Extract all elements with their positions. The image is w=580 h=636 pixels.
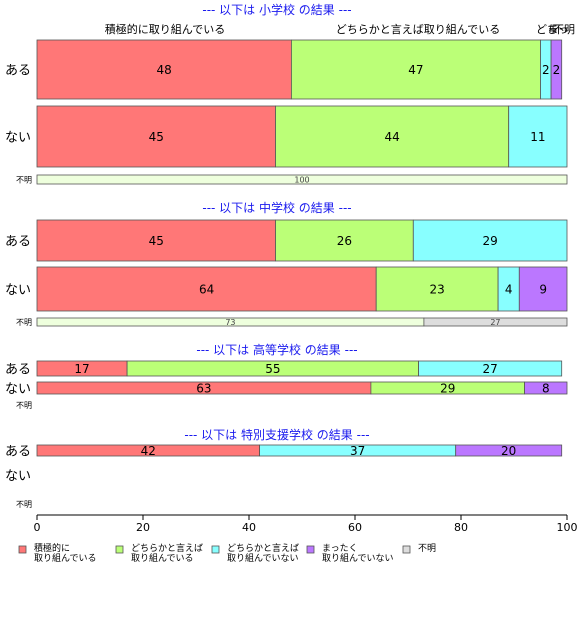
row-label: ある: [5, 235, 31, 250]
row-label: 不明: [16, 176, 32, 185]
row-label: 不明: [16, 318, 32, 327]
data-label: 44: [384, 130, 399, 144]
bar-segment: [518, 266, 568, 312]
data-label: 45: [149, 234, 164, 248]
data-label: 55: [265, 362, 280, 376]
data-label: 64: [199, 283, 214, 297]
legend-label: 取り組んでいる: [34, 552, 97, 564]
row-label: ある: [5, 445, 31, 460]
legend-swatch: [115, 545, 124, 554]
data-label: 2: [542, 63, 550, 77]
x-tick-label: 20: [136, 521, 150, 534]
legend-swatch: [211, 545, 220, 554]
legend-label: どちらかと言えば: [227, 542, 299, 554]
bar-segment: [36, 105, 276, 168]
row-label: ない: [5, 283, 31, 298]
data-label: 9: [539, 283, 547, 297]
data-label: 45: [149, 130, 164, 144]
x-tick-label: 80: [454, 521, 468, 534]
legend-swatch: [402, 545, 411, 554]
header-label-3: まっ: [547, 23, 569, 36]
data-label: 29: [440, 382, 455, 396]
data-label: 29: [483, 234, 498, 248]
data-label: 63: [196, 382, 211, 396]
bar-segment: [418, 360, 563, 377]
x-tick-label: 40: [242, 521, 256, 534]
data-label: 8: [542, 382, 550, 396]
bar-segment: [423, 317, 568, 327]
bar-segment: [275, 105, 510, 168]
bar-segment: [508, 105, 568, 168]
header-label-1: どちらかと言えば取り組んでいる: [336, 23, 500, 36]
header-label-0: 積極的に取り組んでいる: [105, 22, 225, 36]
x-tick-label: 100: [557, 521, 578, 534]
legend-swatch: [18, 545, 27, 554]
data-label: 37: [350, 444, 365, 458]
data-label: 23: [430, 283, 445, 297]
data-label: 47: [408, 63, 423, 77]
row-label: ある: [5, 363, 31, 378]
row-label: ある: [5, 64, 31, 79]
data-label: 27: [490, 318, 500, 327]
bar-segment: [550, 39, 563, 100]
data-label: 42: [141, 444, 156, 458]
legend-label: まったく: [322, 543, 358, 554]
header-label-2: どち: [536, 23, 558, 36]
header-label-4: 不明: [553, 23, 575, 36]
legend-label: 取り組んでいない: [227, 552, 299, 564]
bar-segment: [412, 219, 568, 262]
legend-label: 取り組んでいない: [322, 552, 394, 564]
data-label: 26: [337, 234, 352, 248]
data-label: 48: [157, 63, 172, 77]
legend-label: 取り組んでいる: [131, 552, 194, 564]
legend-label: 積極的に: [34, 542, 70, 554]
row-label: ない: [5, 469, 31, 484]
legend-label: どちらかと言えば: [131, 542, 203, 554]
bar-segment: [455, 444, 563, 457]
legend-label: 不明: [418, 543, 436, 554]
data-label: 73: [225, 318, 235, 327]
bar-segment: [36, 174, 568, 185]
data-label: 4: [505, 283, 513, 297]
section-title: --- 以下は 特別支援学校 の結果 ---: [184, 427, 369, 442]
data-label: 27: [483, 362, 498, 376]
bar-segment: [36, 266, 377, 312]
x-tick-label: 0: [34, 521, 41, 534]
data-label: 2: [553, 63, 561, 77]
row-label: ない: [5, 382, 31, 397]
bar-segment: [375, 266, 499, 312]
bar-segment: [524, 381, 568, 395]
data-label: 17: [74, 362, 89, 376]
data-label: 11: [530, 130, 545, 144]
bar-segment: [36, 39, 292, 100]
section-title: --- 以下は 中学校 の結果 ---: [202, 200, 351, 215]
row-label: ない: [5, 131, 31, 146]
x-tick-label: 60: [348, 521, 362, 534]
row-label: 不明: [16, 401, 32, 410]
data-label: 20: [501, 444, 516, 458]
legend-swatch: [306, 545, 315, 554]
row-label: 不明: [16, 500, 32, 509]
data-label: 100: [294, 176, 309, 185]
section-title: --- 以下は 小学校 の結果 ---: [202, 2, 351, 17]
section-title: --- 以下は 高等学校 の結果 ---: [196, 342, 357, 357]
